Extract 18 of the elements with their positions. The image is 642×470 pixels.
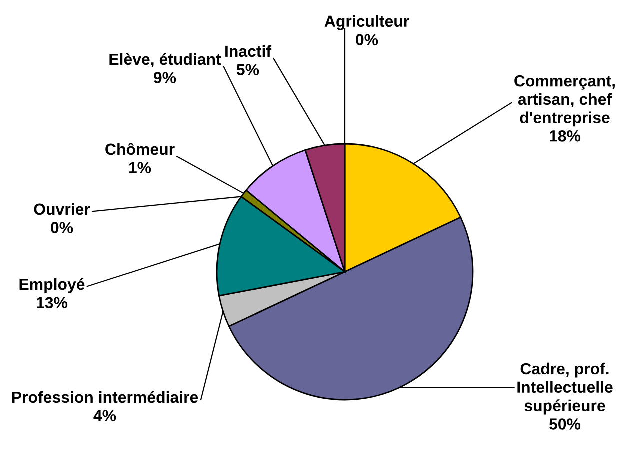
category-label: Agriculteur (324, 15, 410, 30)
slice-label: Profession intermédiaire (12, 391, 198, 404)
text: 0% (51, 222, 74, 234)
text: 0% (356, 34, 378, 46)
data-label: 13% (37, 297, 68, 309)
slice-label: Elève, étudiant (110, 53, 222, 68)
slice-label: Employé (20, 278, 85, 294)
data-label: 18% (550, 130, 581, 142)
data-label: 9% (154, 72, 176, 84)
data-label: 50% (550, 418, 581, 430)
slice-label: Cadre, prof. Intellectuelle supérieure (518, 362, 613, 415)
slice-label: Chômeur (106, 143, 175, 156)
slice-label: Commerçant, artisan, chef d'entreprise (514, 75, 615, 127)
data-label: 5% (236, 64, 260, 76)
data-label: 1% (129, 162, 152, 174)
category-label: Ouvrier (34, 203, 90, 216)
slice-label: Inactif (226, 45, 272, 58)
data-label: 4% (94, 410, 116, 422)
